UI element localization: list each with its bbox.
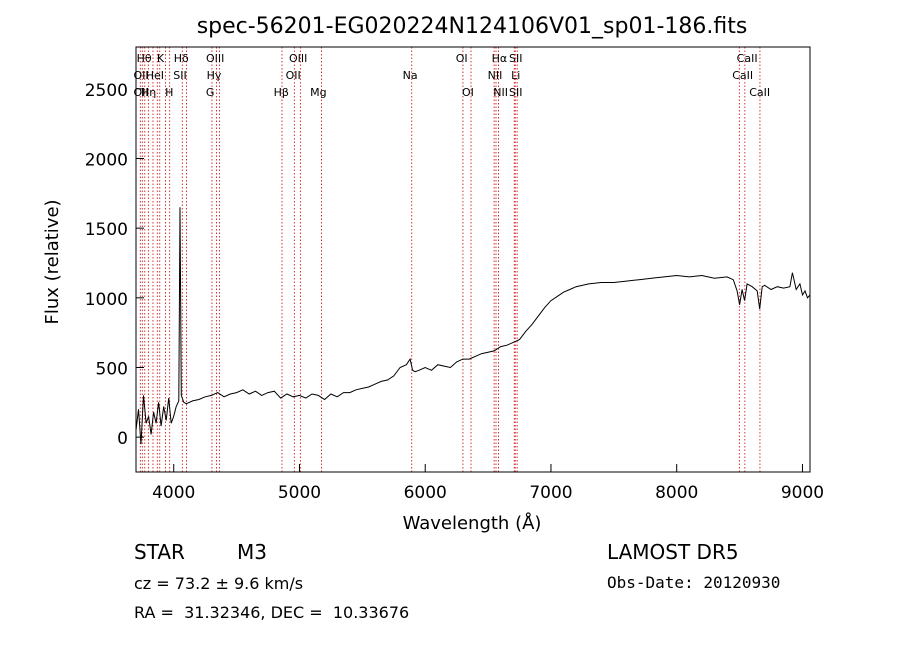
x-tick-label: 7000 bbox=[529, 483, 572, 503]
object-subclass: M3 bbox=[237, 540, 267, 564]
line-marker-label: SII bbox=[509, 86, 522, 99]
line-marker-label: Hα bbox=[492, 52, 508, 65]
line-marker-label: Hη bbox=[141, 86, 156, 99]
line-marker-label: OIII bbox=[289, 52, 307, 65]
line-marker-label: K bbox=[157, 52, 165, 65]
line-marker-label: SII bbox=[509, 52, 522, 65]
x-tick-label: 6000 bbox=[404, 483, 447, 503]
y-tick-label: 500 bbox=[96, 359, 128, 379]
y-axis-ticks: 0 500 1000 1500 2000 2500 bbox=[85, 81, 144, 449]
line-marker-label: H bbox=[165, 86, 173, 99]
line-marker-label: Na bbox=[403, 69, 418, 82]
y-tick-label: 1500 bbox=[85, 220, 128, 240]
line-marker-label: SII bbox=[173, 69, 186, 82]
line-marker-label: OI bbox=[462, 86, 474, 99]
chart-title: spec-56201-EG020224N124106V01_sp01-186.f… bbox=[197, 14, 748, 39]
line-markers bbox=[139, 47, 761, 472]
line-marker-label: G bbox=[206, 86, 215, 99]
y-tick-label: 2000 bbox=[85, 150, 128, 170]
line-marker-label: CaII bbox=[732, 69, 753, 82]
line-marker-label: Hθ bbox=[137, 52, 152, 65]
y-tick-label: 1000 bbox=[85, 290, 128, 310]
x-tick-label: 5000 bbox=[278, 483, 321, 503]
line-marker-label: Hβ bbox=[274, 86, 289, 99]
line-marker-label: Hδ bbox=[174, 52, 189, 65]
line-marker-label: OII bbox=[286, 69, 301, 82]
line-marker-label: CaII bbox=[749, 86, 770, 99]
x-axis-ticks: 4000 5000 6000 7000 8000 9000 bbox=[152, 464, 824, 503]
line-marker-label: HeI bbox=[146, 69, 164, 82]
line-marker-label: Mg bbox=[310, 86, 326, 99]
survey-name: LAMOST DR5 bbox=[607, 540, 739, 564]
object-type: STAR bbox=[134, 540, 185, 564]
line-marker-label: OI bbox=[456, 52, 468, 65]
line-marker-label: OIII bbox=[206, 52, 224, 65]
line-marker-label: OII bbox=[133, 69, 148, 82]
spectrum-line bbox=[135, 207, 811, 445]
coordinates: RA = 31.32346, DEC = 10.33676 bbox=[134, 603, 410, 622]
x-tick-label: 9000 bbox=[781, 483, 824, 503]
y-tick-label: 0 bbox=[117, 429, 128, 449]
x-tick-label: 8000 bbox=[655, 483, 698, 503]
y-axis-label: Flux (relative) bbox=[42, 199, 63, 324]
observation-date: Obs-Date: 20120930 bbox=[607, 573, 781, 592]
line-marker-label: Li bbox=[511, 69, 520, 82]
x-tick-label: 4000 bbox=[152, 483, 195, 503]
x-axis-label: Wavelength (Å) bbox=[403, 512, 542, 534]
line-marker-label: CaII bbox=[737, 52, 758, 65]
plot-frame bbox=[135, 46, 811, 473]
line-marker-label: Hγ bbox=[207, 69, 222, 82]
redshift-value: cz = 73.2 ± 9.6 km/s bbox=[134, 574, 304, 593]
y-tick-label: 2500 bbox=[85, 81, 128, 101]
line-marker-label: NII bbox=[488, 69, 503, 82]
line-marker-label: NII bbox=[493, 86, 508, 99]
